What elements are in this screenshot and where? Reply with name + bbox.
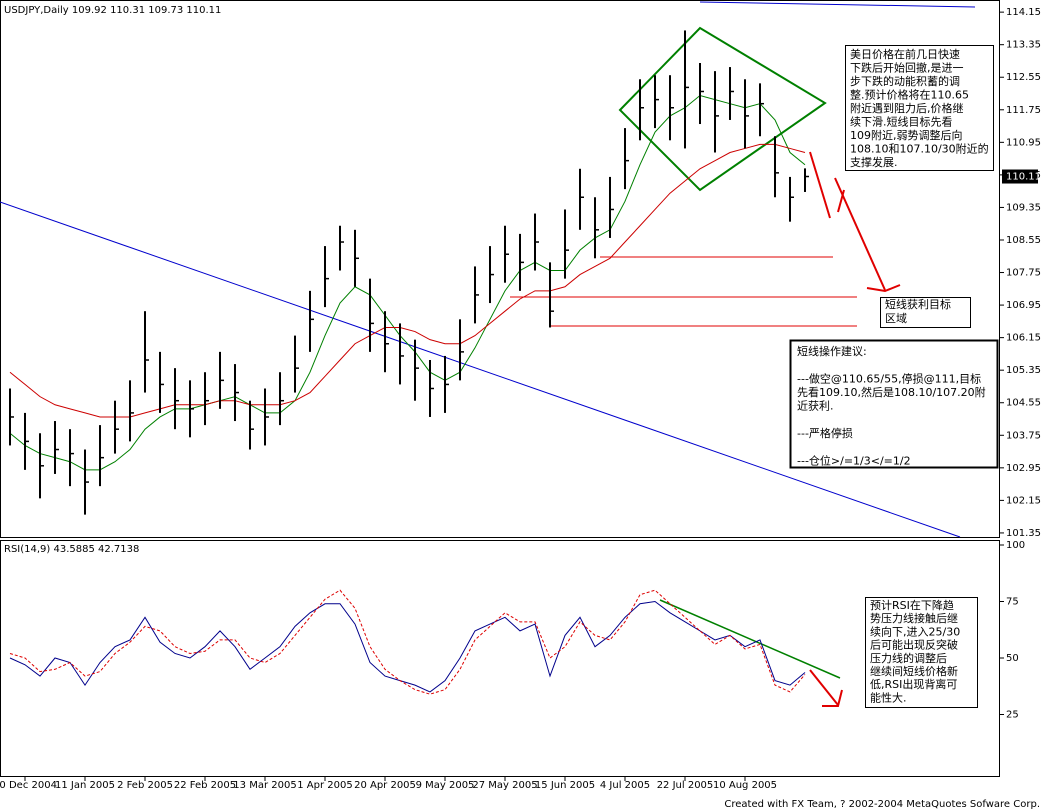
annotation-text: 势压力线接触后继 bbox=[870, 611, 958, 625]
x-tick-label: 11 Jan 2005 bbox=[55, 780, 115, 791]
y-tick-label: 112.55 bbox=[1006, 72, 1041, 83]
annotation-text: 续向下,进入25/30 bbox=[870, 624, 960, 638]
y-tick-label: 111.75 bbox=[1006, 105, 1041, 116]
annotation-text: 美日价格在前几日快速 bbox=[850, 47, 960, 61]
annotation-text: 续下滑.短线目标先看 bbox=[850, 115, 953, 129]
annotation-box bbox=[880, 297, 971, 328]
annotation-text: 低,RSI出现背离可 bbox=[870, 677, 957, 691]
annotation-box bbox=[845, 45, 994, 171]
annotation-text: ---仓位>/=1/3</=1/2 bbox=[797, 454, 911, 468]
support-lines bbox=[510, 256, 857, 327]
y-tick-label: 102.15 bbox=[1006, 495, 1041, 506]
annotation-text: 下跌后开始回撤,是进一 bbox=[850, 61, 964, 75]
annotation-text: 能性大. bbox=[870, 690, 907, 704]
y-tick-label: 107.75 bbox=[1006, 268, 1041, 279]
trend-line bbox=[699, 1, 976, 8]
x-tick-label: 2 Feb 2005 bbox=[117, 780, 173, 791]
annotation-text: 后可能出现反突破 bbox=[870, 638, 958, 652]
x-tick-label: 20 Apr 2005 bbox=[354, 780, 416, 791]
y-tick-label: 101.35 bbox=[1006, 528, 1041, 539]
y-tick-label: 106.95 bbox=[1006, 300, 1041, 311]
annotation-text: 109附近,弱势调整后向 bbox=[850, 128, 963, 142]
y-tick-label: 110.95 bbox=[1006, 137, 1041, 148]
forecast-arrows bbox=[809, 151, 901, 707]
last-price: 110.11 bbox=[1006, 172, 1041, 183]
y-tick-label: 105.35 bbox=[1006, 365, 1041, 376]
annotation-text: 108.10和107.10/30附近的 bbox=[850, 142, 989, 156]
annotation-text: 支撑发展. bbox=[850, 155, 898, 169]
x-tick-label: 1 Apr 2005 bbox=[297, 780, 352, 791]
annotation-text: ---做空@110.65/55,停损@111,目标 bbox=[797, 372, 981, 386]
annotation-text: 整.预计价格将在110.65 bbox=[850, 88, 969, 102]
annotation-text: 先看109.10,然后是108.10/107.20附 bbox=[797, 385, 986, 399]
trend-line bbox=[0, 201, 961, 538]
y-tick-label: 109.35 bbox=[1006, 202, 1041, 213]
annotation-box bbox=[865, 597, 978, 708]
y-tick-label: 100 bbox=[1006, 540, 1025, 551]
rsi-title: RSI(14,9) 43.5885 42.7138 bbox=[4, 544, 139, 555]
y-tick-label: 106.15 bbox=[1006, 333, 1041, 344]
moving-average bbox=[9, 94, 806, 471]
price-marker bbox=[1002, 169, 1038, 184]
x-tick-label: 22 Feb 2005 bbox=[174, 780, 236, 791]
y-tick-label: 50 bbox=[1006, 653, 1019, 664]
y-tick-label: 102.95 bbox=[1006, 463, 1041, 474]
annotation-text: 近获利. bbox=[797, 400, 834, 413]
y-tick-label: 75 bbox=[1006, 597, 1019, 608]
annotation-text: 短线操作建议: bbox=[797, 344, 867, 358]
rsi-line bbox=[9, 600, 806, 693]
rsi-line bbox=[9, 589, 806, 695]
x-tick-label: 10 Aug 2005 bbox=[713, 780, 777, 791]
annotation-text: 预计RSI在下降趋 bbox=[870, 598, 954, 612]
rsi-trend-line bbox=[659, 599, 841, 679]
x-tick-label: 20 Dec 2004 bbox=[0, 780, 57, 791]
moving-average bbox=[9, 143, 806, 418]
chart-title: USDJPY,Daily 109.92 110.31 109.73 110.11 bbox=[4, 5, 221, 16]
x-tick-label: 13 Mar 2005 bbox=[233, 780, 296, 791]
y-tick-label: 104.55 bbox=[1006, 398, 1041, 409]
annotation-text: 继续间短线价格新 bbox=[870, 664, 958, 678]
y-tick-label: 103.75 bbox=[1006, 430, 1041, 441]
x-tick-label: 22 Jul 2005 bbox=[657, 780, 714, 791]
x-tick-label: 15 Jun 2005 bbox=[535, 780, 595, 791]
annotation-text: 附近遇到阻力后,价格继 bbox=[850, 101, 964, 115]
annotation-text: 区域 bbox=[885, 312, 907, 325]
annotation-box bbox=[789, 339, 999, 469]
y-tick-label: 25 bbox=[1006, 710, 1019, 721]
rsi-panel bbox=[0, 540, 1000, 777]
annotation-text: 压力线的调整后 bbox=[870, 651, 947, 665]
y-tick-label: 113.35 bbox=[1006, 40, 1041, 51]
x-tick-label: 9 May 2005 bbox=[416, 780, 475, 791]
y-tick-label: 114.15 bbox=[1006, 7, 1041, 18]
x-tick-label: 27 May 2005 bbox=[472, 780, 537, 791]
diamond-pattern bbox=[618, 26, 827, 192]
annotation-text: ---严格停损 bbox=[797, 426, 853, 440]
footer: Created with FX Team, ? 2002-2004 MetaQu… bbox=[724, 799, 1040, 810]
x-tick-label: 4 Jul 2005 bbox=[600, 780, 650, 791]
annotation-text: 步下跌的动能积蓄的调 bbox=[850, 74, 960, 88]
y-tick-label: 108.55 bbox=[1006, 235, 1041, 246]
annotation-text: 短线获利目标 bbox=[885, 297, 951, 311]
